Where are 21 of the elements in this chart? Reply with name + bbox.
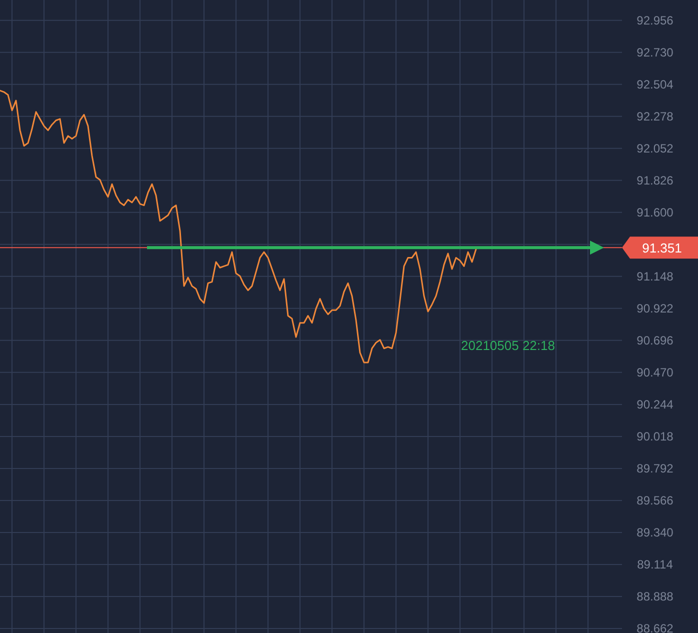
y-tick-label: 90.696: [636, 333, 674, 348]
y-tick-label: 88.888: [636, 589, 674, 604]
y-tick-label: 92.504: [636, 77, 674, 92]
y-tick-label: 89.340: [636, 525, 674, 540]
y-tick-label: 90.244: [636, 397, 674, 412]
y-tick-label: 90.018: [636, 429, 674, 444]
y-tick-label: 92.278: [636, 109, 674, 124]
y-tick-label: 91.600: [636, 205, 674, 220]
y-tick-label: 91.148: [636, 269, 674, 284]
y-tick-label: 89.792: [636, 461, 674, 476]
y-tick-label: 90.922: [636, 301, 674, 316]
y-tick-label: 91.826: [636, 173, 674, 188]
y-tick-label: 92.730: [636, 45, 674, 60]
y-tick-label: 88.662: [636, 621, 674, 633]
ref-line-label: 91.351: [642, 240, 682, 256]
y-tick-label: 89.566: [636, 493, 674, 508]
y-tick-label: 90.470: [636, 365, 674, 380]
y-tick-label: 89.114: [637, 557, 674, 572]
y-tick-label: 92.956: [636, 13, 674, 28]
y-tick-label: 92.052: [636, 141, 674, 156]
annotation: 20210505 22:18: [461, 338, 555, 353]
